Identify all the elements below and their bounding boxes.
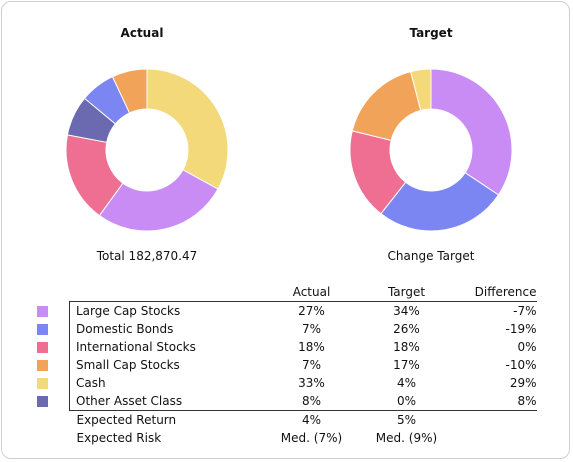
difference-percent: -10% (505, 358, 537, 372)
summary-row: Expected Risk Med. (7%) Med. (9%) (35, 429, 537, 447)
header-actual: Actual (256, 283, 367, 302)
difference-percent: 8% (517, 394, 537, 408)
difference-percent: -7% (513, 304, 537, 318)
donut-slice-cash (410, 68, 432, 111)
change-target-button[interactable]: Change Target (387, 249, 475, 263)
asset-class-name: International Stocks (69, 338, 257, 356)
target-percent: 18% (393, 340, 420, 354)
table-row: Small Cap Stocks 7% 17% -10% (35, 356, 537, 374)
summary-spacer (35, 429, 70, 447)
legend-swatch (37, 305, 48, 317)
actual-percent: 33% (298, 376, 325, 390)
target-percent: 0% (396, 394, 417, 408)
summary-label: Expected Risk (76, 431, 162, 445)
difference-percent: 29% (509, 376, 537, 390)
summary-label: Expected Return (69, 410, 257, 429)
legend-swatch (37, 324, 48, 335)
table-row: Other Asset Class 8% 0% 8% (35, 392, 537, 411)
donut-slice-large-cap-stocks (430, 68, 513, 196)
legend-swatch (37, 342, 48, 353)
header-spacer (35, 283, 70, 302)
summary-target: Med. (9%) (375, 431, 438, 445)
legend-swatch-cell (35, 302, 70, 321)
actual-percent: 7% (301, 358, 322, 372)
actual-percent: 7% (301, 322, 322, 336)
summary-difference-spacer (447, 429, 537, 447)
legend-swatch (37, 360, 48, 371)
legend-swatch-cell (35, 374, 70, 392)
actual-donut-chart (65, 68, 229, 232)
allocation-table: Actual Target Difference Large Cap Stock… (35, 283, 537, 447)
donut-slice-large-cap-stocks (98, 169, 219, 232)
summary-target: 5% (366, 410, 447, 429)
asset-class-name: Large Cap Stocks (69, 301, 257, 320)
summary-actual: 4% (256, 410, 367, 429)
table-row: Cash 33% 4% 29% (35, 374, 537, 392)
table-row: International Stocks 18% 18% 0% (35, 338, 537, 356)
legend-swatch-cell (35, 320, 70, 338)
target-percent: 26% (393, 322, 420, 336)
difference-percent: 0% (517, 340, 537, 354)
asset-class-name: Small Cap Stocks (69, 356, 257, 374)
header-difference: Difference (446, 283, 537, 302)
legend-swatch-cell (35, 356, 70, 374)
legend-swatch (37, 396, 48, 408)
donut-slice-small-cap-stocks (111, 68, 148, 114)
asset-class-name: Domestic Bonds (69, 320, 257, 338)
table-row: Large Cap Stocks 27% 34% -7% (35, 301, 537, 321)
table-header-row: Actual Target Difference (35, 283, 537, 302)
target-percent: 4% (396, 376, 417, 390)
legend-swatch-cell (35, 392, 70, 411)
header-target: Target (366, 283, 447, 302)
donut-slice-cash (146, 68, 229, 190)
actual-percent: 27% (298, 304, 325, 318)
summary-row: Expected Return 4% 5% (35, 410, 537, 430)
donut-slice-domestic-bonds (380, 172, 500, 232)
summary-difference-spacer (446, 410, 537, 429)
donut-slice-small-cap-stocks (351, 70, 422, 141)
table-row: Domestic Bonds 7% 26% -19% (35, 320, 537, 338)
asset-class-name: Other Asset Class (69, 392, 257, 411)
asset-class-name: Cash (69, 374, 257, 392)
legend-swatch-cell (35, 338, 70, 356)
header-name-spacer (69, 283, 257, 302)
target-percent: 17% (393, 358, 420, 372)
summary-spacer (35, 411, 70, 430)
target-percent: 34% (393, 304, 420, 318)
actual-percent: 18% (298, 340, 325, 354)
difference-percent: -19% (505, 322, 537, 336)
target-donut-chart (349, 68, 513, 232)
target-chart-title: Target (409, 26, 453, 40)
legend-swatch (37, 378, 48, 389)
summary-actual: Med. (7%) (280, 431, 343, 445)
actual-percent: 8% (301, 394, 322, 408)
actual-chart-title: Actual (120, 26, 164, 40)
total-value: Total 182,870.47 (96, 249, 198, 263)
